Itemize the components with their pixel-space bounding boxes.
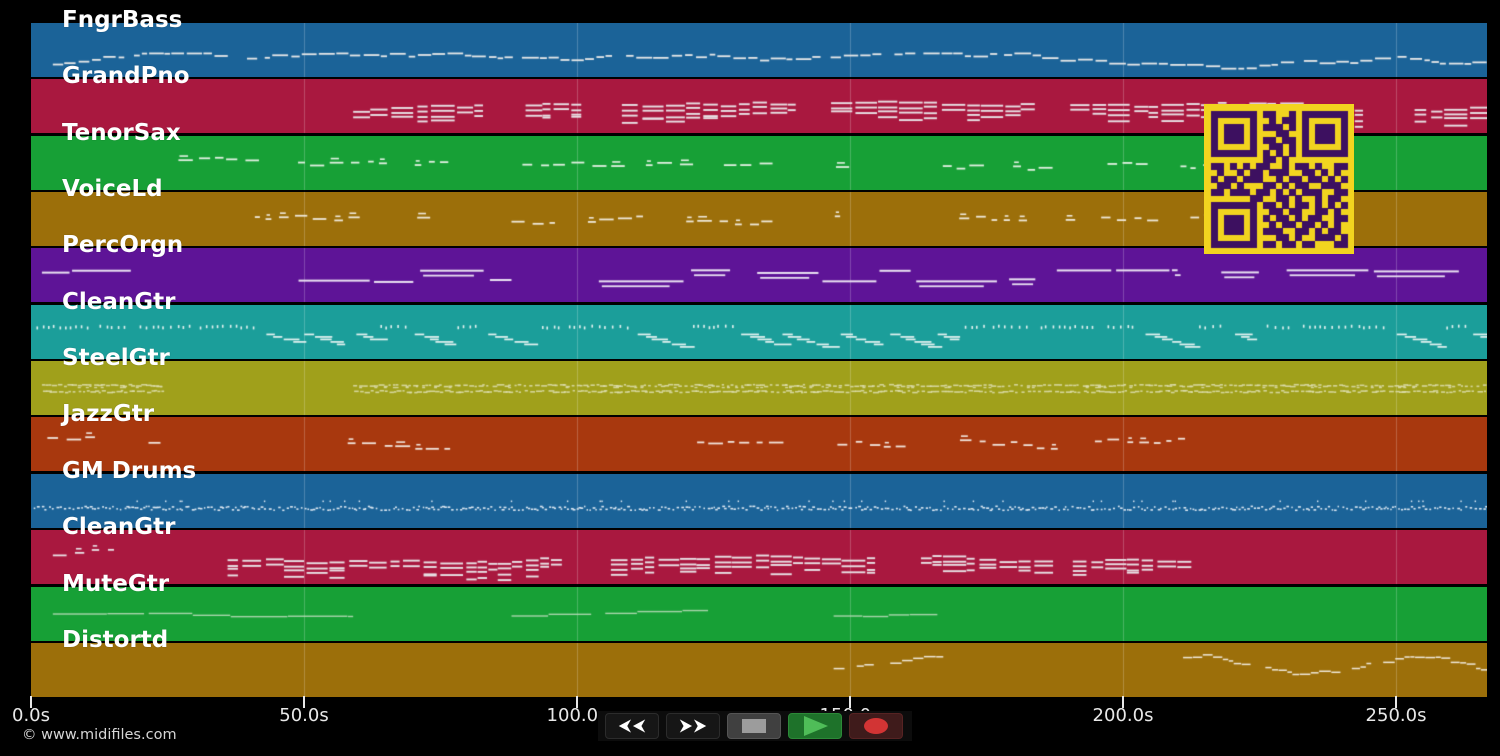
time-tick-label: 200.0s — [1092, 705, 1154, 726]
time-tick — [576, 696, 578, 708]
track-label: TenorSax — [62, 120, 181, 146]
track-label: GM Drums — [62, 458, 197, 484]
play-button[interactable] — [788, 713, 842, 739]
track-label: CleanGtr — [62, 514, 176, 540]
time-tick-label: 100.0s — [546, 705, 608, 726]
record-button[interactable] — [849, 713, 903, 739]
time-tick — [1395, 696, 1397, 708]
track-label: VoiceLd — [62, 176, 163, 202]
track-label: Distortd — [62, 627, 169, 653]
fast-forward-button[interactable] — [666, 713, 720, 739]
rewind-button[interactable] — [605, 713, 659, 739]
stop-icon — [742, 719, 766, 733]
track-label: SteelGtr — [62, 345, 170, 371]
time-tick — [849, 696, 851, 708]
stop-button[interactable] — [727, 713, 781, 739]
rewind-icon — [618, 719, 646, 733]
time-tick-label: 0.0s — [11, 705, 51, 726]
track-label: MuteGtr — [62, 571, 170, 597]
track-label: PercOrgn — [62, 232, 184, 258]
track-label: CleanGtr — [62, 289, 176, 315]
time-tick-label: 250.0s — [1365, 705, 1427, 726]
time-tick-label: 50.0s — [279, 705, 329, 726]
time-tick — [1122, 696, 1124, 708]
track-label: FngrBass — [62, 7, 183, 33]
transport-bar — [598, 711, 912, 741]
time-tick — [30, 696, 32, 708]
track-label: JazzGtr — [62, 401, 155, 427]
fast-forward-icon — [679, 719, 707, 733]
time-tick — [303, 696, 305, 708]
qr-code — [1204, 104, 1354, 254]
track-label: GrandPno — [62, 63, 190, 89]
play-icon — [804, 716, 828, 736]
record-icon — [864, 718, 888, 734]
copyright-text: © www.midifiles.com — [22, 727, 177, 743]
